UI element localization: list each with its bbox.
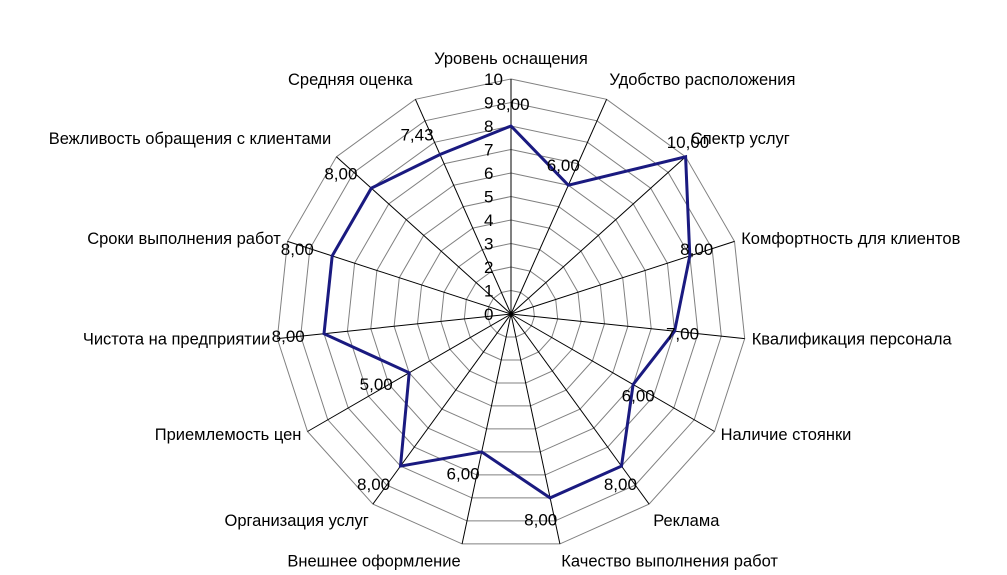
grid-ring-4 bbox=[416, 219, 606, 407]
series-group bbox=[322, 124, 692, 500]
tick-label: 9 bbox=[484, 94, 493, 113]
category-label: Уровень оснащения bbox=[434, 50, 588, 68]
tick-label: 10 bbox=[484, 70, 503, 89]
data-label: 10,00 bbox=[667, 133, 710, 152]
grid-spoke bbox=[414, 99, 512, 315]
tick-label: 2 bbox=[484, 258, 493, 277]
grid-ring-1 bbox=[487, 289, 535, 338]
tick-label: 4 bbox=[484, 211, 493, 230]
tick-labels: 0 1 2 3 4 5 6 7 8 9 10 bbox=[484, 70, 503, 324]
grid-spoke bbox=[287, 240, 512, 315]
grid-spoke bbox=[510, 99, 608, 315]
grid-ring-5 bbox=[393, 195, 629, 430]
tick-label: 7 bbox=[484, 141, 493, 160]
data-label: 6,00 bbox=[547, 156, 580, 175]
grid-ring-3 bbox=[440, 242, 582, 384]
value-labels: 8,00 6,00 10,00 8,00 7,00 6,00 8,00 8,00 6,00 8,0… bbox=[272, 95, 714, 529]
grid-spoke bbox=[277, 313, 512, 340]
grid-spoke bbox=[510, 313, 650, 505]
grid-spoke bbox=[510, 240, 735, 315]
category-label: Реклама bbox=[653, 512, 720, 530]
data-label: 7,00 bbox=[666, 325, 699, 344]
data-label: 8,00 bbox=[524, 510, 557, 529]
category-labels: Уровень оснащения Удобство расположения Сп… bbox=[49, 50, 961, 571]
grid-ring-2 bbox=[463, 266, 559, 361]
data-label: 6,00 bbox=[447, 464, 480, 483]
grid-spoke bbox=[510, 156, 686, 315]
data-label: 8,00 bbox=[680, 240, 713, 259]
grid-spokes bbox=[277, 79, 745, 545]
grid-spoke bbox=[510, 313, 745, 340]
grid-ring-10 bbox=[276, 78, 746, 545]
tick-label: 0 bbox=[484, 305, 493, 324]
data-label: 8,00 bbox=[496, 95, 529, 114]
category-label: Средняя оценка bbox=[288, 71, 413, 89]
category-label: Качество выполнения работ bbox=[561, 553, 778, 571]
tick-label: 3 bbox=[484, 235, 493, 254]
category-label: Внешнее оформление bbox=[287, 553, 460, 571]
grid-ring-7 bbox=[346, 148, 676, 476]
grid-ring-6 bbox=[370, 172, 652, 453]
category-label: Приемлемость цен bbox=[155, 426, 302, 444]
tick-label: 5 bbox=[484, 188, 493, 207]
data-label: 8,00 bbox=[357, 475, 390, 494]
data-label: 8,00 bbox=[324, 165, 357, 184]
grid-spoke bbox=[461, 313, 512, 545]
category-label: Сроки выполнения работ bbox=[87, 230, 281, 248]
data-label: 5,00 bbox=[360, 375, 393, 394]
category-label: Квалификация персонала bbox=[752, 330, 953, 348]
grid-spoke bbox=[510, 313, 561, 545]
tick-label: 1 bbox=[484, 282, 493, 301]
grid-spoke bbox=[336, 156, 512, 315]
grid-spoke bbox=[510, 313, 715, 432]
data-label: 8,00 bbox=[281, 240, 314, 259]
category-label: Комфортность для клиентов bbox=[741, 230, 960, 248]
data-label: 7,43 bbox=[400, 125, 433, 144]
series-line bbox=[322, 124, 692, 500]
category-label: Удобство расположения bbox=[609, 71, 795, 89]
data-label: 8,00 bbox=[604, 475, 637, 494]
category-label: Организация услуг bbox=[224, 512, 368, 530]
grid-spoke bbox=[372, 313, 512, 505]
tick-label: 6 bbox=[484, 164, 493, 183]
category-label: Чистота на предприятии bbox=[83, 330, 270, 348]
data-label: 8,00 bbox=[272, 327, 305, 346]
tick-label: 8 bbox=[484, 117, 493, 136]
category-label: Спектр услуг bbox=[691, 130, 790, 148]
category-label: Наличие стоянки bbox=[721, 426, 852, 444]
data-label: 6,00 bbox=[622, 387, 655, 406]
grid-ring-9 bbox=[300, 101, 722, 522]
grid-rings bbox=[276, 78, 746, 545]
category-label: Вежливость обращения с клиентами bbox=[49, 130, 332, 148]
